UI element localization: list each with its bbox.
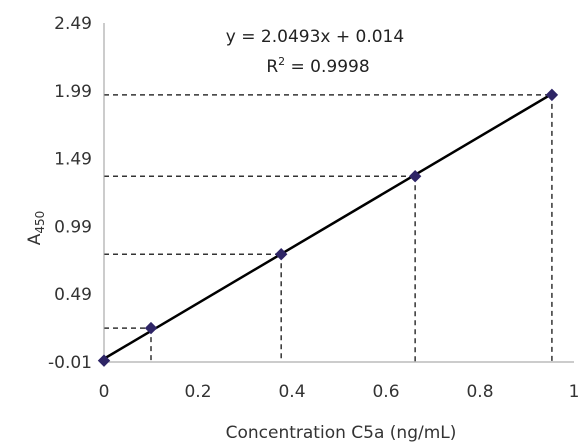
x-axis-title: Concentration C5a (ng/mL) — [226, 423, 457, 443]
x-tick-label: 0.8 — [466, 382, 493, 402]
guide-lines — [104, 94, 553, 362]
data-point — [408, 170, 422, 183]
r-squared-superscript: 2 — [278, 55, 285, 68]
equation-label: y = 2.0493x + 0.014 — [226, 27, 404, 47]
data-point — [144, 321, 158, 335]
svg-text:A450: A450 — [25, 211, 47, 246]
x-tick-label: 0 — [99, 382, 110, 402]
y-tick-label: 1.99 — [54, 82, 92, 102]
r-squared-label: R2 = 0.9998 — [266, 55, 369, 77]
axes — [103, 23, 574, 363]
trendline — [103, 92, 553, 360]
data-point — [97, 354, 111, 367]
data-point — [274, 247, 288, 261]
x-tick-labels: 0 0.2 0.4 0.6 0.8 1 — [99, 382, 580, 402]
y-axis-title: A450 — [25, 211, 47, 246]
y-tick-label: 0.49 — [54, 285, 92, 305]
x-tick-label: 1 — [569, 382, 580, 402]
y-tick-label: -0.01 — [48, 353, 92, 373]
data-point — [545, 88, 559, 102]
trendline-segment — [103, 92, 553, 360]
x-tick-label: 0.6 — [372, 382, 399, 402]
y-axis-title-subscript: 450 — [33, 211, 47, 234]
x-tick-label: 0.4 — [278, 382, 305, 402]
y-tick-label: 1.49 — [54, 150, 92, 170]
y-axis-title-main: A — [25, 233, 45, 245]
y-tick-label: 0.99 — [54, 217, 92, 237]
r-squared-prefix: R — [266, 57, 278, 77]
x-tick-label: 0.2 — [184, 382, 211, 402]
r-squared-value: = 0.9998 — [285, 57, 370, 77]
y-tick-label: 2.49 — [54, 14, 92, 34]
data-points — [97, 88, 559, 367]
y-tick-labels: -0.01 0.49 0.99 1.49 1.99 2.49 — [48, 14, 92, 373]
